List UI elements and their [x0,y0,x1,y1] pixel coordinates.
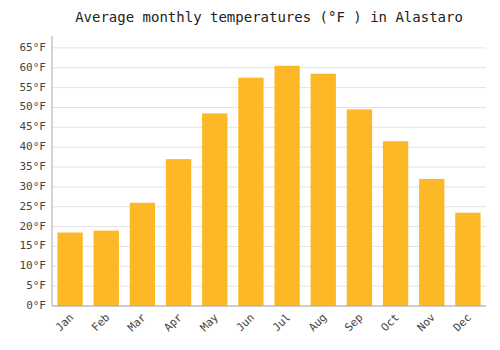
bar [383,141,408,306]
y-tick-label: 35°F [20,160,47,173]
y-tick-label: 5°F [26,279,46,292]
x-tick-label: Oct [378,311,401,334]
page: {"chart_data": {"type": "bar", "title": … [0,0,500,350]
grid-line [52,47,486,48]
bar [94,231,119,306]
y-tick-label: 45°F [20,120,47,133]
y-tick-label: 30°F [20,180,47,193]
y-axis: 0°F 5°F 10°F 15°F 20°F 25°F 30°F 35°F 40°F 45°F 50… [20,36,53,312]
bar [311,74,336,306]
x-tick-label: May [198,311,222,335]
grid-line [52,147,486,148]
y-tick-label: 55°F [20,81,47,94]
x-tick-label: Jan [53,311,76,334]
grid-line [52,87,486,88]
x-tick-label: Mar [125,311,149,335]
y-tick-label: 0°F [26,299,46,312]
y-tick-label: 60°F [20,61,47,74]
y-tick-label: 25°F [20,200,47,213]
y-tick-label: 50°F [20,100,47,113]
y-tick-label: 15°F [20,239,47,252]
bar [57,233,82,306]
x-tick-label: Nov [415,311,439,335]
grid-line [52,67,486,68]
title: Average monthly temperatures (°F ) in Al… [75,9,463,25]
y-tick-label: 10°F [20,259,47,272]
bar [419,179,444,306]
grid-line [52,127,486,128]
bar [166,159,191,306]
x-tick-label: Aug [306,311,329,334]
bars [57,66,480,306]
x-axis-line [52,306,486,307]
grid-line [52,167,486,168]
grid-line [52,107,486,108]
y-axis-line [52,36,53,306]
x-tick-label: Dec [451,311,474,334]
bar [274,66,299,306]
y-tick-label: 20°F [20,220,47,233]
x-axis: Jan Feb Mar Apr May Jun Jul Aug Sep Oct Nov Dec [52,306,486,334]
x-tick-label: Feb [89,311,112,334]
y-tick-label: 65°F [20,41,47,54]
chart: 0°F 5°F 10°F 15°F 20°F 25°F 30°F 35°F 40°F 45°F 50… [0,0,500,350]
x-tick-label: Apr [161,311,185,335]
grid [52,48,486,306]
x-tick-label: Jul [270,311,293,334]
bar [347,109,372,306]
grid-line [52,306,486,307]
bar [238,78,263,306]
x-tick-label: Jun [234,311,257,334]
x-tick-label: Sep [342,311,365,334]
y-tick-label: 40°F [20,140,47,153]
bar [130,203,155,306]
bar [202,113,227,306]
bar [455,213,480,306]
